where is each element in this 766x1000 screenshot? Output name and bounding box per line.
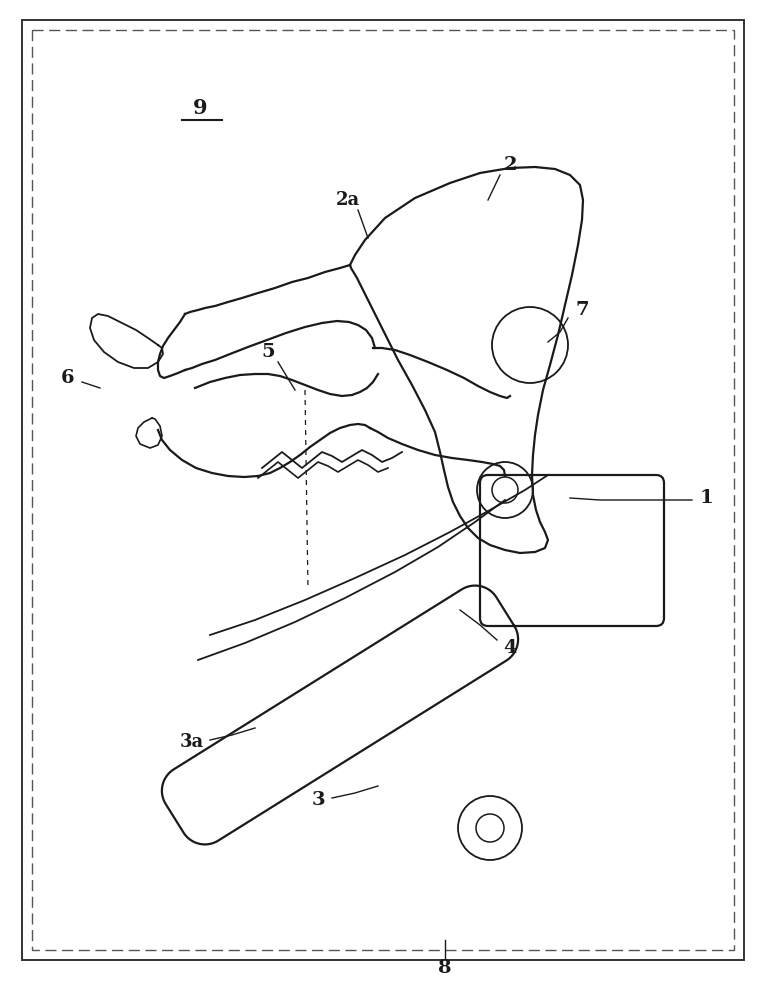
Text: 6: 6 bbox=[61, 369, 75, 387]
Text: 2a: 2a bbox=[336, 191, 360, 209]
Text: 1: 1 bbox=[699, 489, 713, 507]
Text: 3: 3 bbox=[311, 791, 325, 809]
Text: 4: 4 bbox=[503, 639, 517, 657]
Text: 3a: 3a bbox=[180, 733, 204, 751]
Text: 9: 9 bbox=[193, 98, 208, 118]
Text: 8: 8 bbox=[438, 959, 452, 977]
Text: 5: 5 bbox=[261, 343, 275, 361]
Text: 7: 7 bbox=[575, 301, 589, 319]
Text: 2: 2 bbox=[503, 156, 517, 174]
